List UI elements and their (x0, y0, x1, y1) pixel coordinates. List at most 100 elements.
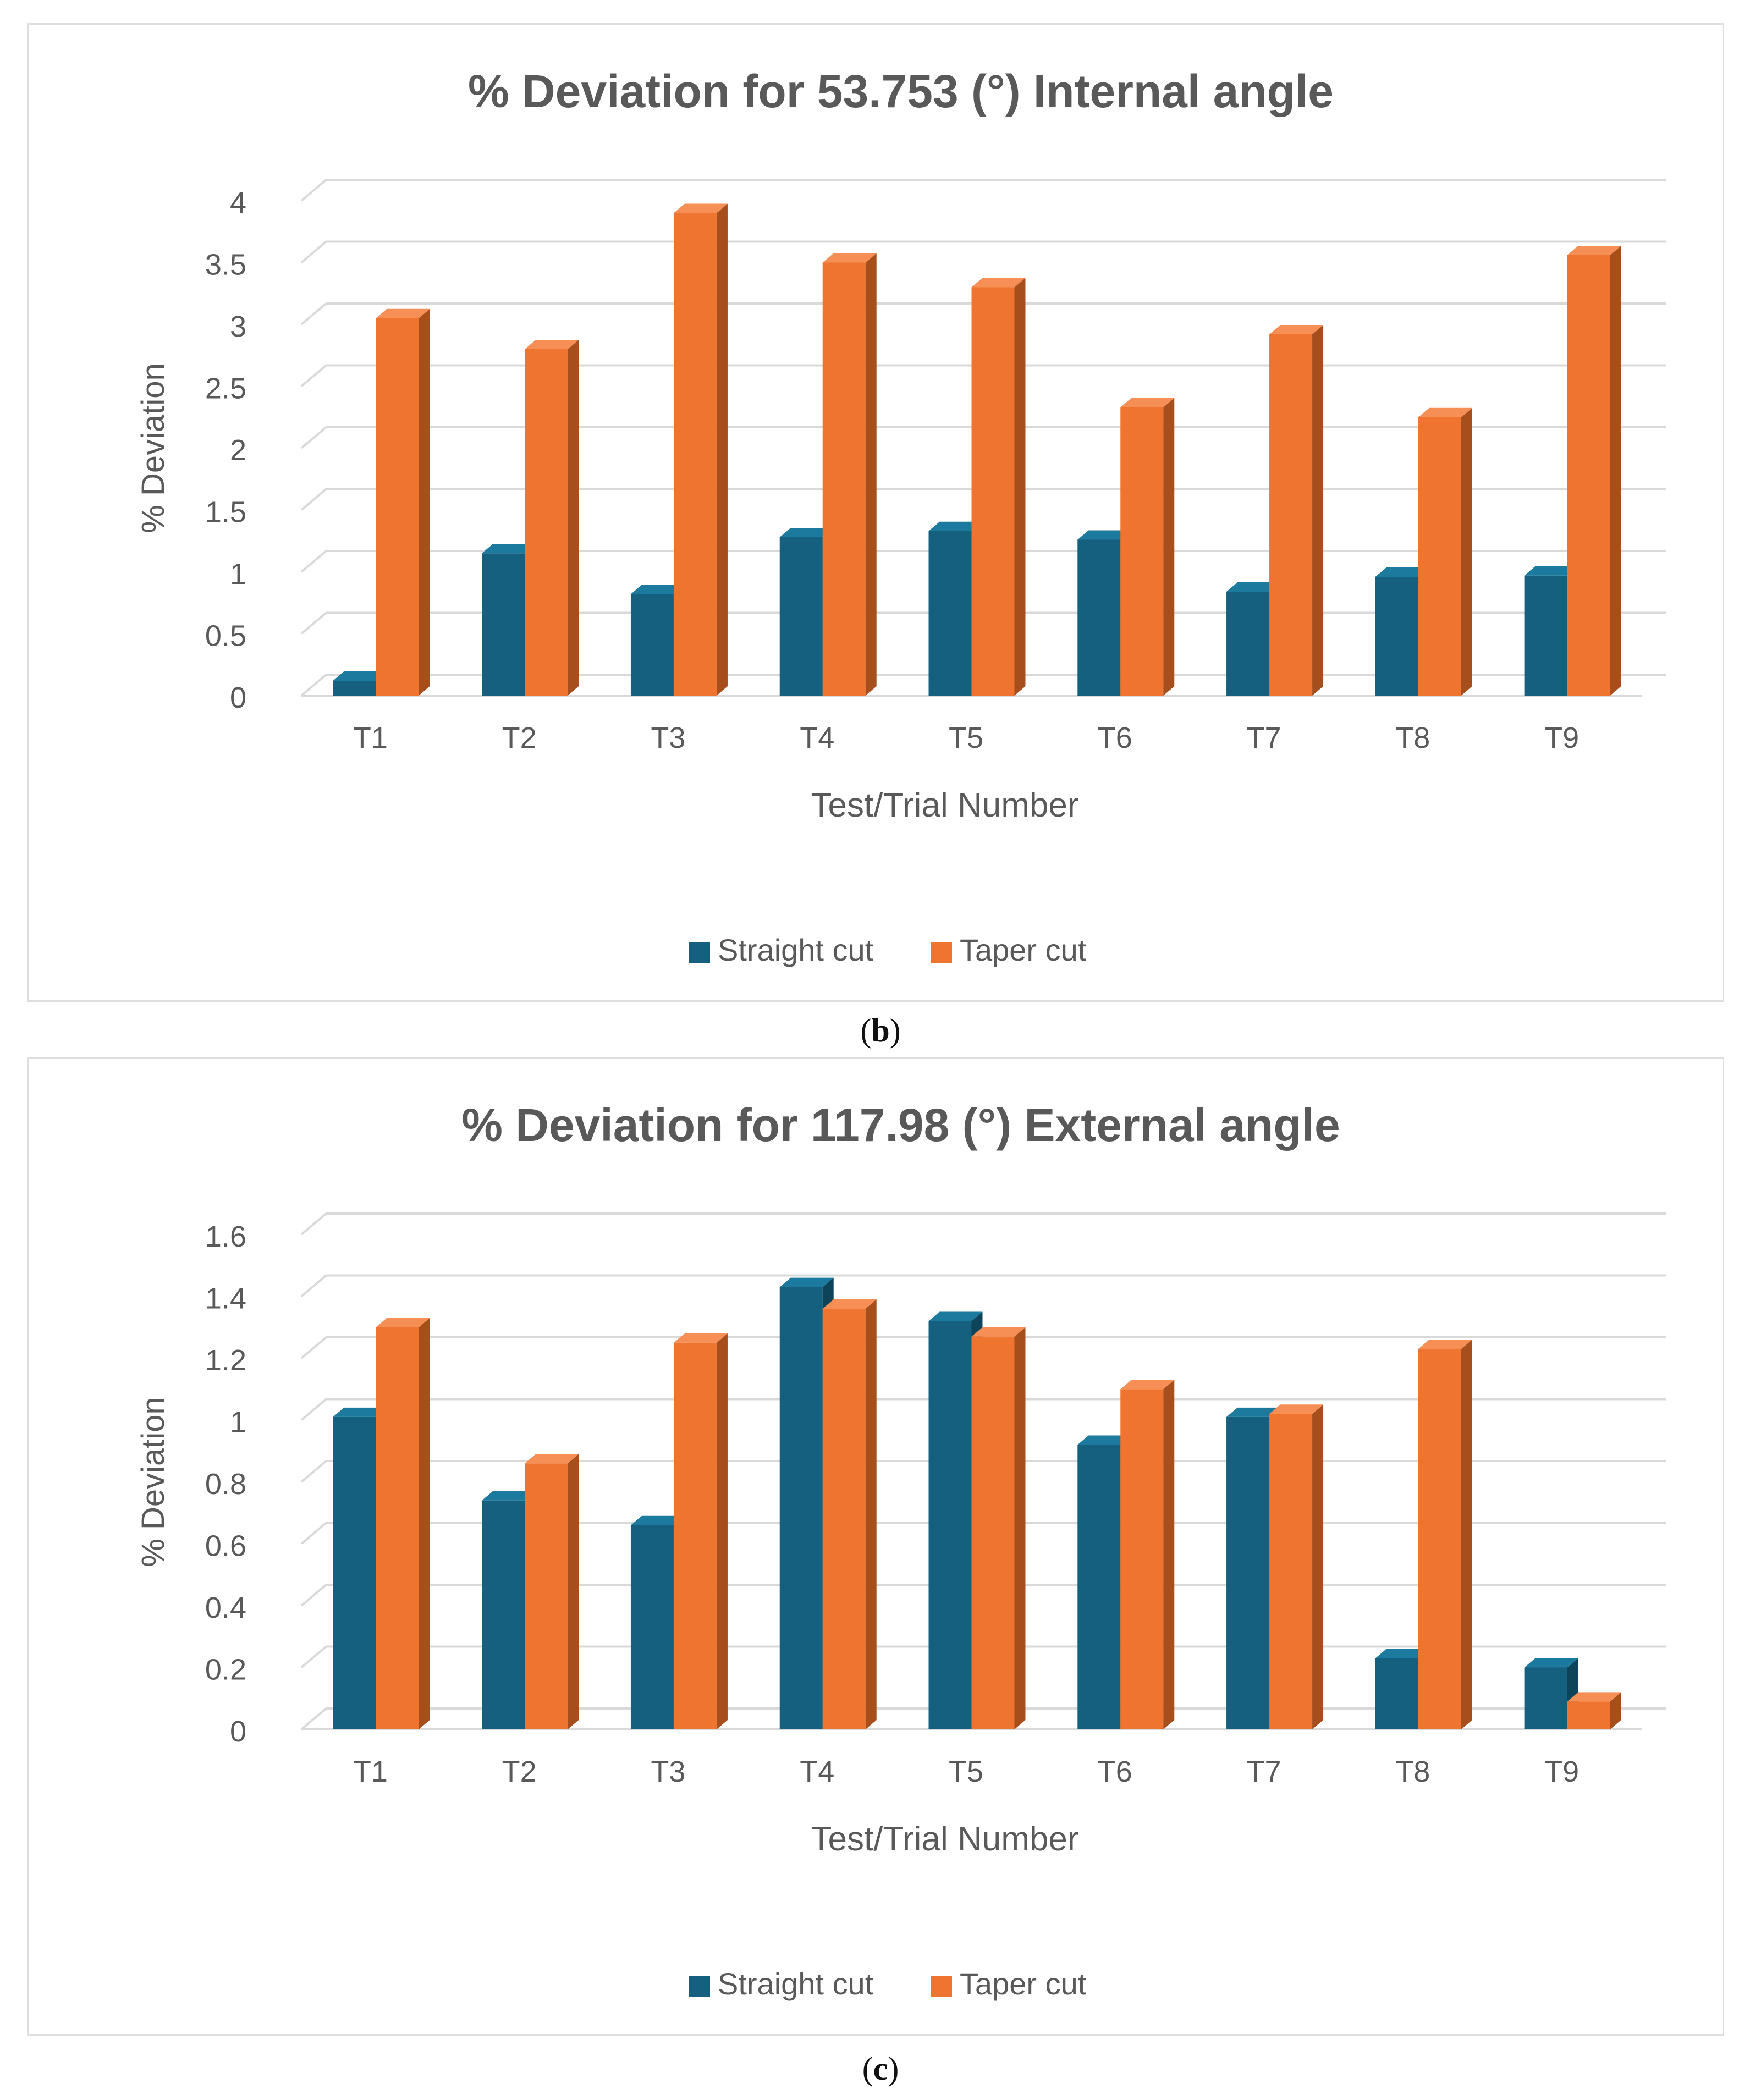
bar-straight-cut-top (928, 1311, 983, 1321)
bar-straight-cut-top (1226, 582, 1281, 592)
bar-taper-cut-side (1163, 398, 1175, 696)
bar-straight-cut-front (1524, 1667, 1567, 1729)
bar-taper-cut-top (1120, 398, 1175, 407)
x-tick-label: T7 (1247, 1755, 1281, 1788)
bar-straight-cut-front (482, 553, 525, 696)
x-tick-label: T5 (949, 1755, 983, 1788)
legend-swatch-taper-cut (931, 942, 952, 963)
y-tick-label: 2.5 (205, 372, 246, 405)
gridline-depth (300, 240, 327, 264)
gridline-depth (300, 302, 327, 326)
bar-straight-cut-front (630, 594, 674, 696)
bar-taper-cut-t3 (673, 1333, 728, 1729)
bar-straight-cut-top (333, 671, 387, 681)
bar-taper-cut-top (673, 203, 728, 213)
bar-taper-cut-top (971, 278, 1026, 288)
bar-taper-cut-t7 (1269, 1404, 1324, 1729)
bar-taper-cut-side (419, 1318, 430, 1729)
bar-taper-cut-side (1014, 278, 1026, 696)
bar-taper-cut-side (568, 1454, 579, 1729)
bar-straight-cut-front (928, 531, 972, 696)
bar-taper-cut-top (1418, 407, 1472, 417)
bar-taper-cut-front (525, 349, 568, 696)
bar-straight-cut-front (630, 1525, 674, 1729)
bar-taper-cut-front (525, 1463, 568, 1729)
gridline-depth (300, 1460, 327, 1483)
bar-taper-cut-front (376, 318, 419, 696)
bar-taper-cut-top (1418, 1340, 1472, 1349)
y-axis-label: % Deviation (135, 1397, 171, 1567)
legend-label: Taper cut (960, 1966, 1087, 2001)
bar-taper-cut-t9 (1567, 1692, 1621, 1729)
bar-straight-cut-top (630, 1515, 685, 1525)
bar-taper-cut-side (1461, 1340, 1472, 1729)
x-axis-label: Test/Trial Number (811, 786, 1079, 824)
bar-straight-cut-top (1077, 1435, 1132, 1445)
bar-taper-cut-side (1014, 1327, 1026, 1729)
gridline-depth (300, 1707, 327, 1730)
bar-taper-cut-side (1610, 1692, 1621, 1729)
x-tick-label: T4 (800, 721, 834, 754)
chart-panel-internal-angle: % Deviation for 53.753 (°) Internal angl… (27, 23, 1724, 1002)
bar-taper-cut-front (971, 287, 1015, 696)
bar-straight-cut-front (1226, 592, 1270, 696)
chart-title: % Deviation for 53.753 (°) Internal angl… (468, 65, 1334, 117)
bar-taper-cut-side (568, 340, 579, 696)
bar-straight-cut-top (482, 544, 536, 554)
bar-taper-cut-t4 (822, 1299, 877, 1729)
bar-taper-cut-front (1269, 334, 1313, 696)
x-tick-label: T2 (502, 1755, 537, 1788)
bar-taper-cut-t5 (971, 1327, 1026, 1729)
gridline-depth (300, 1336, 327, 1359)
gridline-depth (300, 1212, 327, 1236)
bar-taper-cut-front (1269, 1414, 1313, 1729)
legend-swatch-straight-cut (689, 1976, 710, 1997)
bar-taper-cut-top (1567, 1692, 1621, 1702)
bar-taper-cut-front (1120, 1389, 1164, 1729)
y-tick-label: 1.5 (205, 496, 246, 529)
y-axis-label: % Deviation (135, 363, 171, 533)
chart-internal-angle: % Deviation for 53.753 (°) Internal angl… (135, 65, 1666, 967)
bar-taper-cut-side (716, 203, 728, 696)
y-tick-label: 0.6 (205, 1530, 246, 1563)
bar-taper-cut-top (1269, 1404, 1324, 1414)
gridline-depth (300, 364, 327, 388)
bar-taper-cut-side (716, 1333, 728, 1729)
bar-taper-cut-side (1312, 325, 1324, 696)
bar-straight-cut-front (1226, 1416, 1270, 1729)
y-tick-label: 2 (230, 434, 246, 467)
gridline-depth (300, 1274, 327, 1298)
caption-c: (c) (862, 2051, 899, 2087)
bar-taper-cut-front (1120, 407, 1164, 696)
gridline-depth (300, 1522, 327, 1545)
legend-swatch-straight-cut (689, 942, 710, 963)
x-tick-label: T6 (1098, 1755, 1132, 1788)
bar-taper-cut-front (1418, 417, 1461, 696)
bar-taper-cut-t5 (971, 278, 1026, 696)
y-tick-label: 1.2 (205, 1344, 246, 1377)
bar-taper-cut-t4 (822, 253, 877, 696)
bar-straight-cut-front (1077, 539, 1121, 696)
bar-taper-cut-side (1610, 246, 1621, 696)
gridline-depth (300, 1584, 327, 1607)
x-tick-label: T8 (1395, 1755, 1430, 1788)
bar-taper-cut-t8 (1418, 407, 1472, 696)
bar-straight-cut-front (1524, 575, 1567, 696)
gridline-depth (300, 179, 327, 202)
y-tick-label: 0.4 (205, 1591, 246, 1624)
bar-straight-cut-front (779, 1287, 823, 1729)
chart-panel-external-angle: % Deviation for 117.98 (°) External angl… (27, 1057, 1724, 2036)
legend-label: Straight cut (718, 933, 874, 967)
bar-taper-cut-top (1120, 1380, 1175, 1390)
bar-taper-cut-front (822, 1309, 866, 1729)
gridline-depth (300, 550, 327, 573)
bar-taper-cut-top (1567, 246, 1621, 255)
bar-taper-cut-side (1163, 1380, 1175, 1729)
y-tick-label: 0.2 (205, 1653, 246, 1686)
y-tick-label: 1 (230, 1406, 246, 1439)
y-tick-label: 1.6 (205, 1220, 246, 1253)
bar-taper-cut-side (865, 1299, 877, 1729)
bar-taper-cut-top (673, 1333, 728, 1343)
x-axis-label: Test/Trial Number (811, 1820, 1079, 1858)
gridline-depth (300, 611, 327, 635)
